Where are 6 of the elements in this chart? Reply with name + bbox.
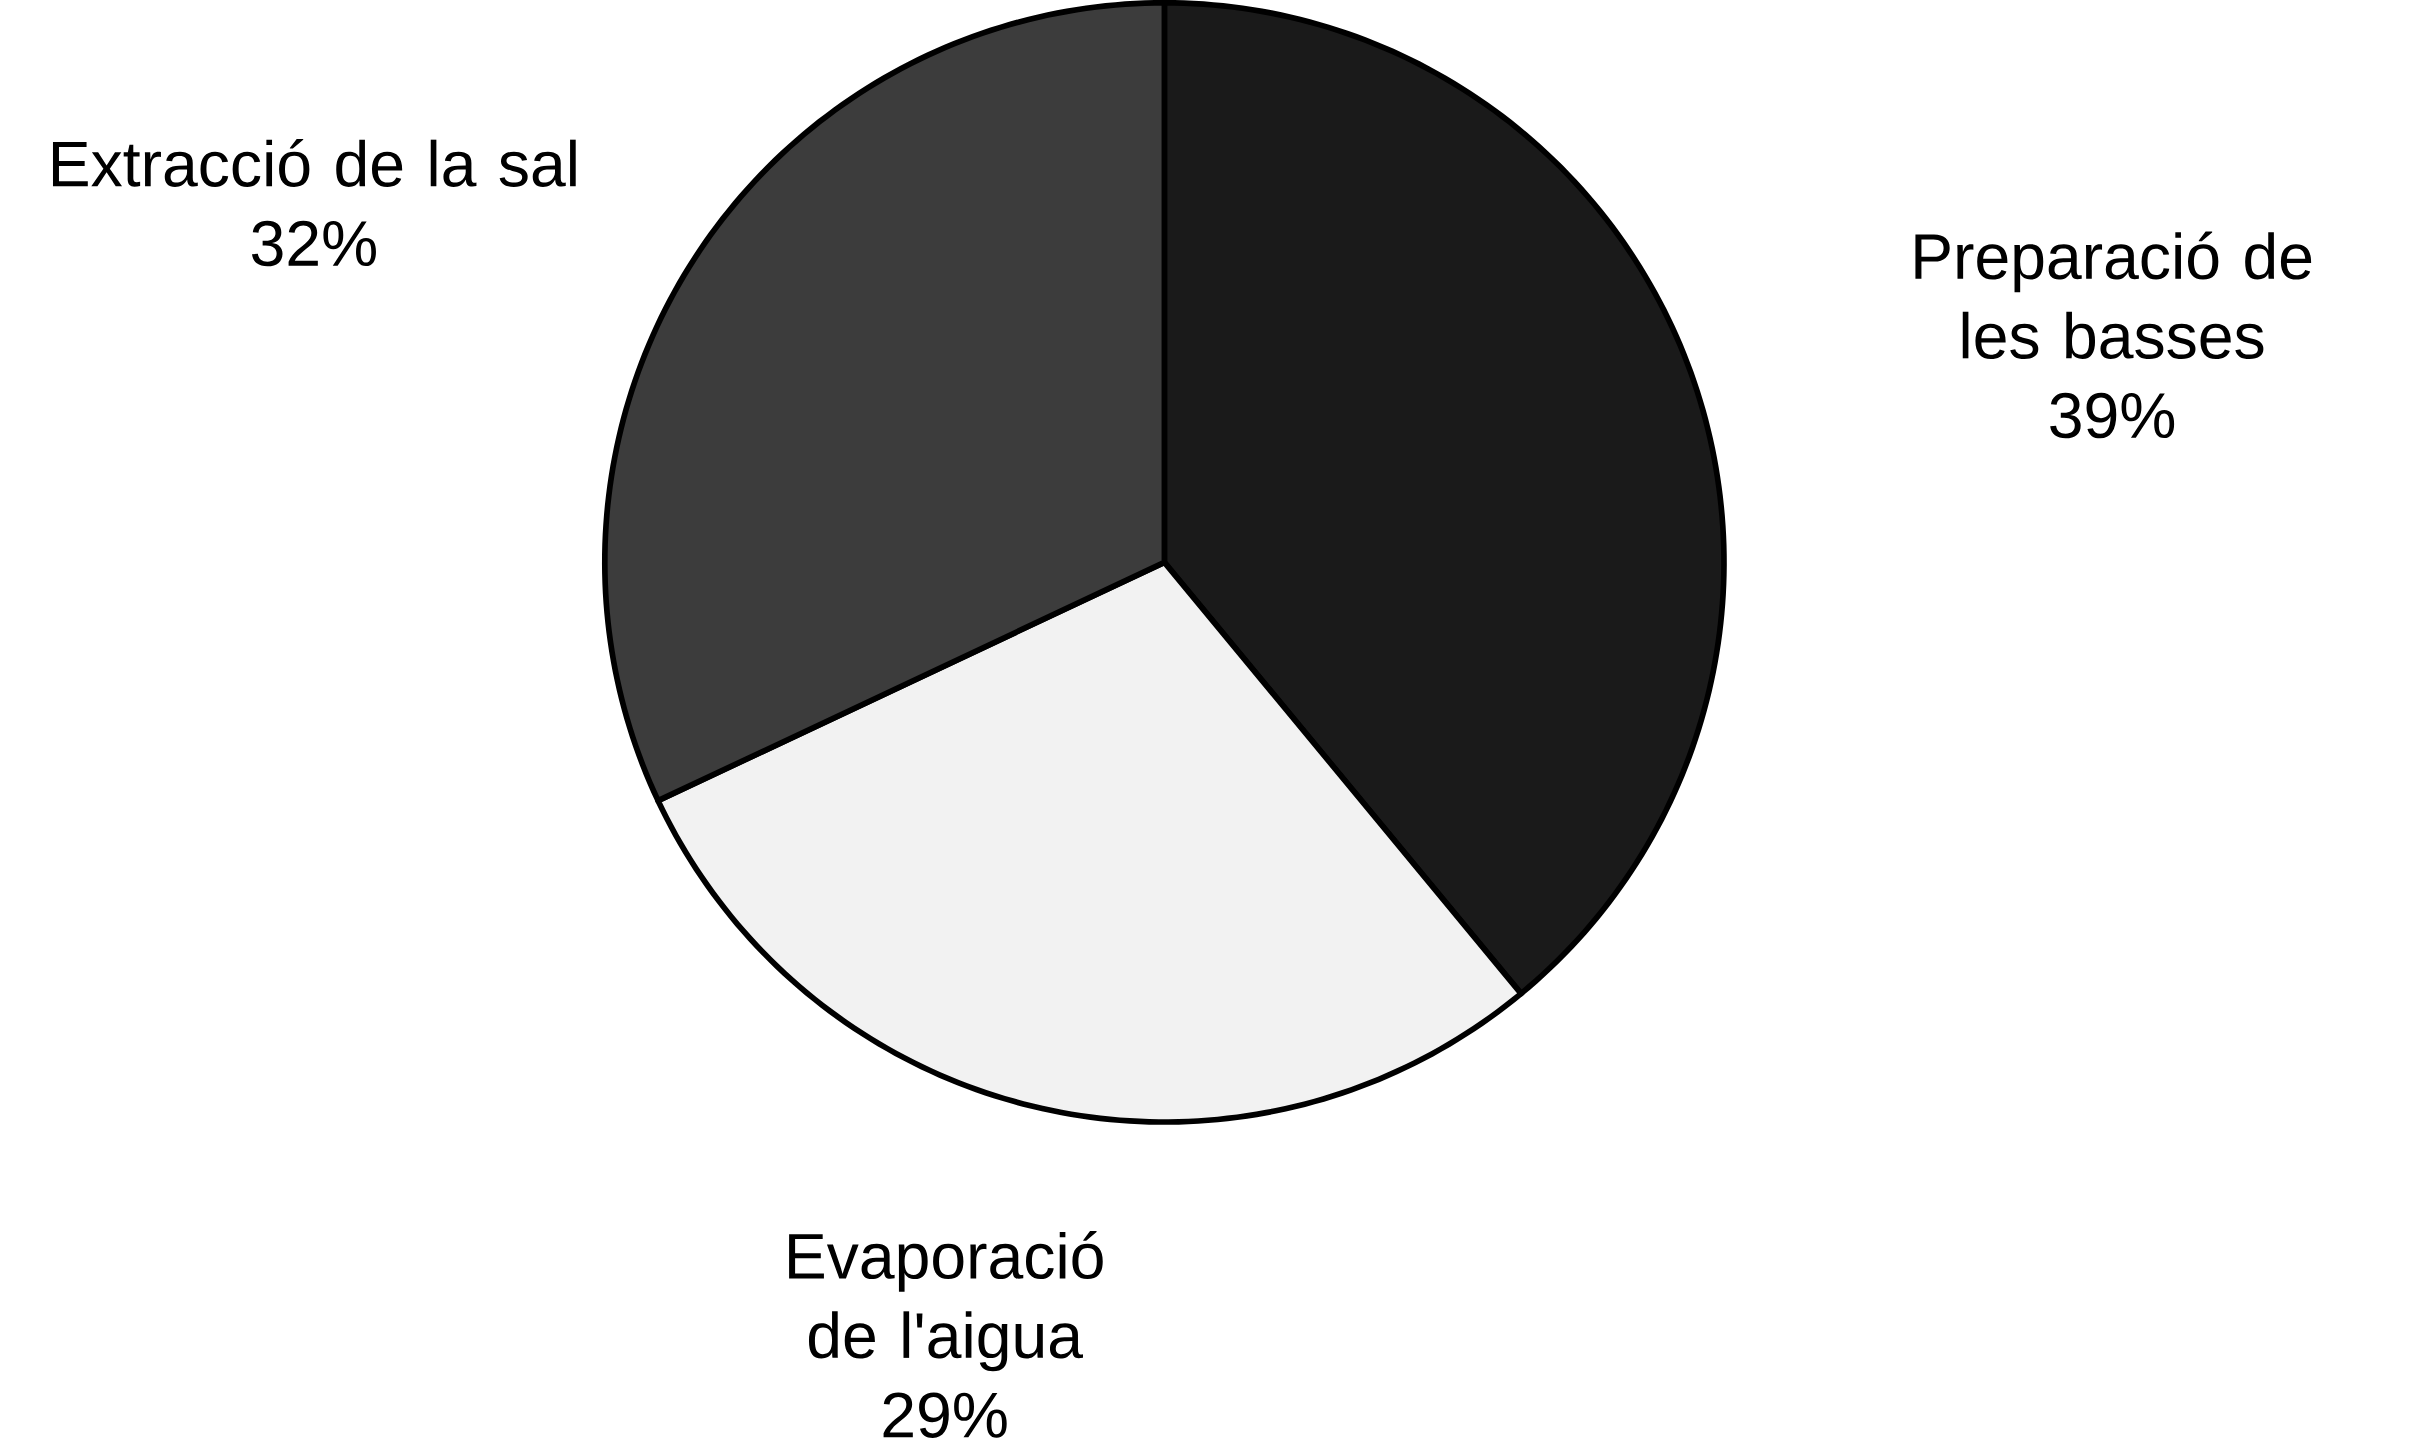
slice-label: Preparació de les basses: [1915, 231, 2312, 360]
data-label: 29%: [883, 1392, 1007, 1439]
slice-label: Evaporació de l'aigua: [789, 1231, 1103, 1372]
data-label: 39%: [2050, 393, 2175, 439]
slice-label: Extracció de la sal: [52, 139, 576, 188]
data-label: 32%: [252, 221, 376, 267]
